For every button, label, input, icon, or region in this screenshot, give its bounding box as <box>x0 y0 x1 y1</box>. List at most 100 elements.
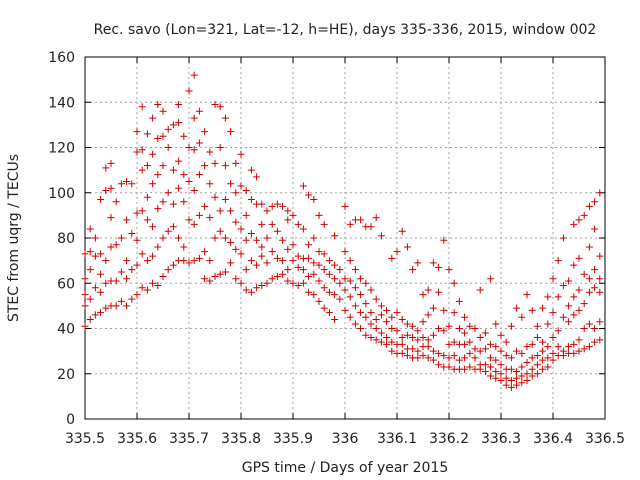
data-point <box>149 252 157 260</box>
data-point <box>268 248 276 256</box>
x-tick-label: 336.1 <box>377 431 417 447</box>
data-point <box>502 374 510 382</box>
data-point <box>580 270 588 278</box>
data-point <box>227 128 235 136</box>
data-point <box>429 347 437 355</box>
data-point <box>559 347 567 355</box>
data-point <box>97 250 105 258</box>
data-point <box>533 361 541 369</box>
data-point <box>554 327 562 335</box>
data-point <box>351 284 359 292</box>
data-point <box>497 331 505 339</box>
data-point <box>216 227 224 235</box>
data-point <box>372 214 380 222</box>
data-point <box>149 279 157 287</box>
data-point <box>190 220 198 228</box>
data-point <box>533 322 541 330</box>
data-point <box>523 377 531 385</box>
data-point <box>86 315 94 323</box>
data-point <box>81 322 89 330</box>
data-point <box>206 148 214 156</box>
data-point <box>481 361 489 369</box>
data-point <box>195 211 203 219</box>
data-point <box>164 227 172 235</box>
data-point <box>112 277 120 285</box>
data-point <box>476 286 484 294</box>
data-point <box>325 257 333 265</box>
data-point <box>585 288 593 296</box>
data-point <box>123 302 131 310</box>
data-point <box>201 128 209 136</box>
data-point <box>440 352 448 360</box>
data-point <box>247 196 255 204</box>
data-point <box>180 198 188 206</box>
data-point <box>591 325 599 332</box>
data-point <box>237 150 245 158</box>
data-point <box>107 243 115 251</box>
data-point <box>346 277 354 285</box>
x-tick-label: 336.5 <box>585 431 625 447</box>
data-point <box>180 243 188 251</box>
data-point <box>528 372 536 380</box>
data-point <box>429 304 437 312</box>
data-point <box>429 259 437 267</box>
data-point <box>513 347 521 355</box>
data-point <box>570 340 578 348</box>
data-point <box>331 291 339 299</box>
data-point <box>539 365 547 373</box>
data-point <box>471 345 479 353</box>
data-point <box>237 250 245 258</box>
data-point <box>565 302 573 310</box>
data-point <box>539 304 547 312</box>
data-point <box>149 223 157 231</box>
data-point <box>149 114 157 122</box>
data-point <box>211 234 219 242</box>
data-point <box>164 266 172 274</box>
data-point <box>596 252 604 260</box>
data-point <box>273 227 281 235</box>
data-point <box>596 275 604 283</box>
data-point <box>351 302 359 310</box>
data-point <box>429 331 437 339</box>
data-point <box>346 313 354 321</box>
data-point <box>195 171 203 179</box>
data-point <box>201 275 209 283</box>
data-point <box>497 361 505 369</box>
data-point <box>81 291 89 299</box>
data-point <box>565 277 573 285</box>
data-point <box>424 343 432 351</box>
data-point <box>211 193 219 201</box>
data-point <box>216 144 224 151</box>
data-point <box>461 340 469 348</box>
data-point <box>383 318 391 326</box>
data-point <box>393 327 401 335</box>
data-point <box>445 354 453 362</box>
data-point <box>507 354 515 362</box>
data-point <box>143 257 151 265</box>
data-point <box>310 270 318 278</box>
data-point <box>450 352 458 360</box>
data-point <box>476 347 484 355</box>
data-point <box>331 261 339 269</box>
data-point <box>273 254 281 262</box>
data-point <box>528 306 536 314</box>
data-point <box>388 254 396 262</box>
data-point <box>325 309 333 317</box>
data-point <box>518 372 526 380</box>
data-point <box>372 295 380 303</box>
data-point <box>299 182 307 190</box>
data-point <box>221 268 229 276</box>
data-point <box>128 295 136 303</box>
data-point <box>289 279 297 287</box>
y-tick-label: 140 <box>48 95 75 111</box>
data-point <box>263 234 271 242</box>
data-point <box>372 315 380 323</box>
data-point <box>409 322 417 330</box>
data-point <box>242 266 250 274</box>
data-point <box>227 259 235 267</box>
data-point <box>388 325 396 332</box>
data-point <box>544 320 552 328</box>
data-point <box>528 354 536 362</box>
data-point <box>258 252 266 260</box>
data-point <box>497 347 505 355</box>
